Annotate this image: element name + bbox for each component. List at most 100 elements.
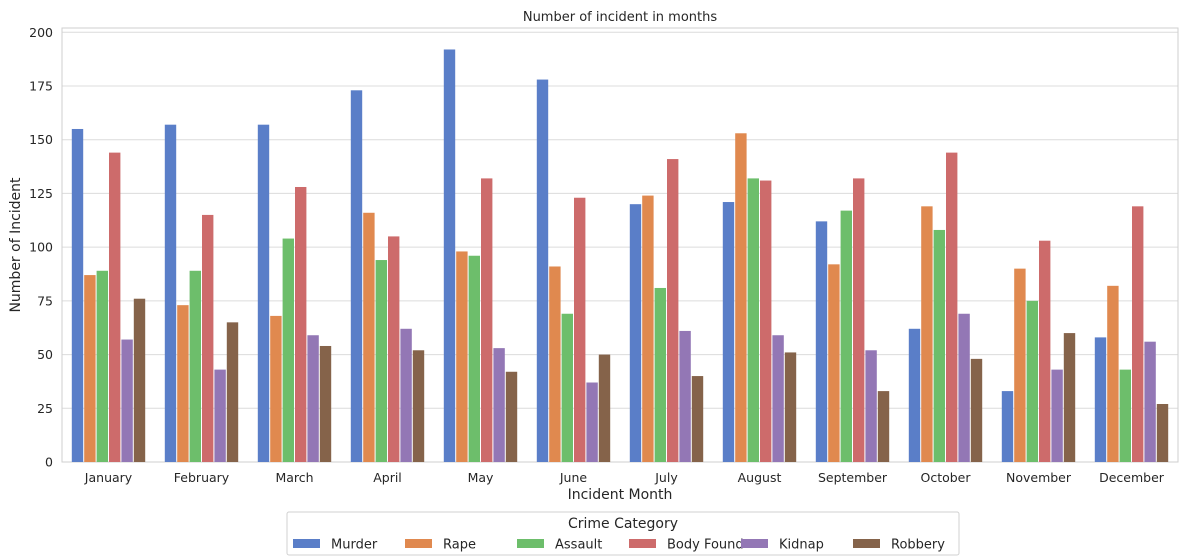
legend-label: Murder xyxy=(331,538,378,553)
bar-murder xyxy=(536,79,549,462)
bar-rape xyxy=(363,212,375,462)
legend-label: Kidnap xyxy=(779,538,824,553)
y-axis-label: Number of Incident xyxy=(8,177,24,313)
bar-body-found xyxy=(109,152,121,462)
y-axis-ticks: 0 25 50 75 100 125 150 175 200 xyxy=(29,25,53,470)
bar-body-found xyxy=(1039,240,1051,462)
bar-murder xyxy=(815,221,828,462)
bar-assault xyxy=(189,270,201,462)
legend-swatch xyxy=(741,539,768,548)
bar-assault xyxy=(468,255,480,462)
grid-lines xyxy=(62,31,1178,463)
legend-title: Crime Category xyxy=(568,516,678,532)
bar-body-found xyxy=(202,214,214,462)
bar-kidnap xyxy=(958,313,970,462)
x-tick-label: September xyxy=(818,470,888,485)
legend-items: Murder Rape Assault Body Found Kidnap Robbery xyxy=(293,538,945,553)
bar-rape xyxy=(921,206,933,462)
bar-body-found xyxy=(853,178,865,462)
bar-robbery xyxy=(598,354,611,462)
legend-swatch xyxy=(405,539,432,548)
bar-rape xyxy=(1014,268,1026,462)
bar-kidnap xyxy=(1144,341,1156,462)
bar-murder xyxy=(257,124,270,462)
legend-label: Rape xyxy=(443,538,476,553)
bar-assault xyxy=(933,229,945,462)
y-tick-label: 150 xyxy=(29,132,53,147)
bar-rape xyxy=(177,305,189,462)
y-tick-label: 175 xyxy=(29,79,53,94)
bar-robbery xyxy=(691,376,704,462)
bar-assault xyxy=(654,287,666,462)
bar-robbery xyxy=(970,358,983,462)
bar-kidnap xyxy=(214,369,226,462)
bar-robbery xyxy=(784,352,797,462)
bar-kidnap xyxy=(307,335,319,462)
y-tick-label: 50 xyxy=(37,347,53,362)
bar-assault xyxy=(747,178,759,462)
legend-label: Robbery xyxy=(891,538,945,553)
x-tick-label: February xyxy=(174,470,230,485)
bar-rape xyxy=(549,266,561,462)
bar-robbery xyxy=(1063,333,1076,462)
legend-label: Body Found xyxy=(667,538,744,553)
bars xyxy=(71,49,1169,463)
legend: Crime Category Murder Rape Assault Body Fou… xyxy=(286,511,960,556)
bar-murder xyxy=(71,128,84,462)
x-tick-label: August xyxy=(738,470,782,485)
bar-robbery xyxy=(412,350,425,462)
bar-rape xyxy=(270,315,282,462)
y-tick-label: 75 xyxy=(37,293,53,308)
bar-body-found xyxy=(760,180,772,462)
bar-assault xyxy=(840,210,852,462)
bar-murder xyxy=(722,202,735,462)
bar-kidnap xyxy=(121,339,133,462)
bar-robbery xyxy=(226,322,239,462)
bar-assault xyxy=(561,313,573,462)
x-tick-label: June xyxy=(559,470,588,485)
bar-robbery xyxy=(877,391,890,462)
bar-kidnap xyxy=(679,330,691,462)
bar-murder xyxy=(1001,391,1014,462)
bar-robbery xyxy=(505,371,518,462)
legend-swatch xyxy=(517,539,544,548)
legend-swatch xyxy=(853,539,880,548)
bar-rape xyxy=(84,275,96,462)
bar-rape xyxy=(735,133,747,462)
x-axis-ticks: January February March April May June July Augu… xyxy=(84,470,1165,485)
bar-murder xyxy=(629,204,642,462)
bar-assault xyxy=(282,238,294,462)
x-tick-label: December xyxy=(1099,470,1165,485)
bar-murder xyxy=(350,90,363,462)
legend-swatch xyxy=(629,539,656,548)
x-tick-label: May xyxy=(468,470,494,485)
bar-body-found xyxy=(388,236,400,462)
bar-body-found xyxy=(574,197,586,462)
bar-murder xyxy=(908,328,921,462)
bar-rape xyxy=(1107,285,1119,462)
bar-body-found xyxy=(946,152,958,462)
legend-label: Assault xyxy=(555,538,602,553)
bar-murder xyxy=(443,49,456,463)
plot-area-frame xyxy=(61,27,1179,463)
y-tick-label: 200 xyxy=(29,25,53,40)
bar-rape xyxy=(828,264,840,462)
x-tick-label: July xyxy=(654,470,678,485)
bar-kidnap xyxy=(493,348,505,462)
bar-kidnap xyxy=(586,382,598,462)
bar-assault xyxy=(375,260,387,462)
bar-assault xyxy=(1119,369,1131,462)
y-tick-label: 25 xyxy=(37,401,53,416)
bar-kidnap xyxy=(1051,369,1063,462)
bar-rape xyxy=(456,251,468,462)
bar-robbery xyxy=(1156,403,1169,462)
x-tick-label: January xyxy=(84,470,133,485)
y-tick-label: 0 xyxy=(45,455,53,470)
x-tick-label: October xyxy=(920,470,971,485)
x-axis-label: Incident Month xyxy=(568,487,673,503)
x-tick-label: March xyxy=(275,470,313,485)
bar-assault xyxy=(1026,300,1038,462)
bar-body-found xyxy=(481,178,493,462)
x-tick-label: April xyxy=(373,470,402,485)
